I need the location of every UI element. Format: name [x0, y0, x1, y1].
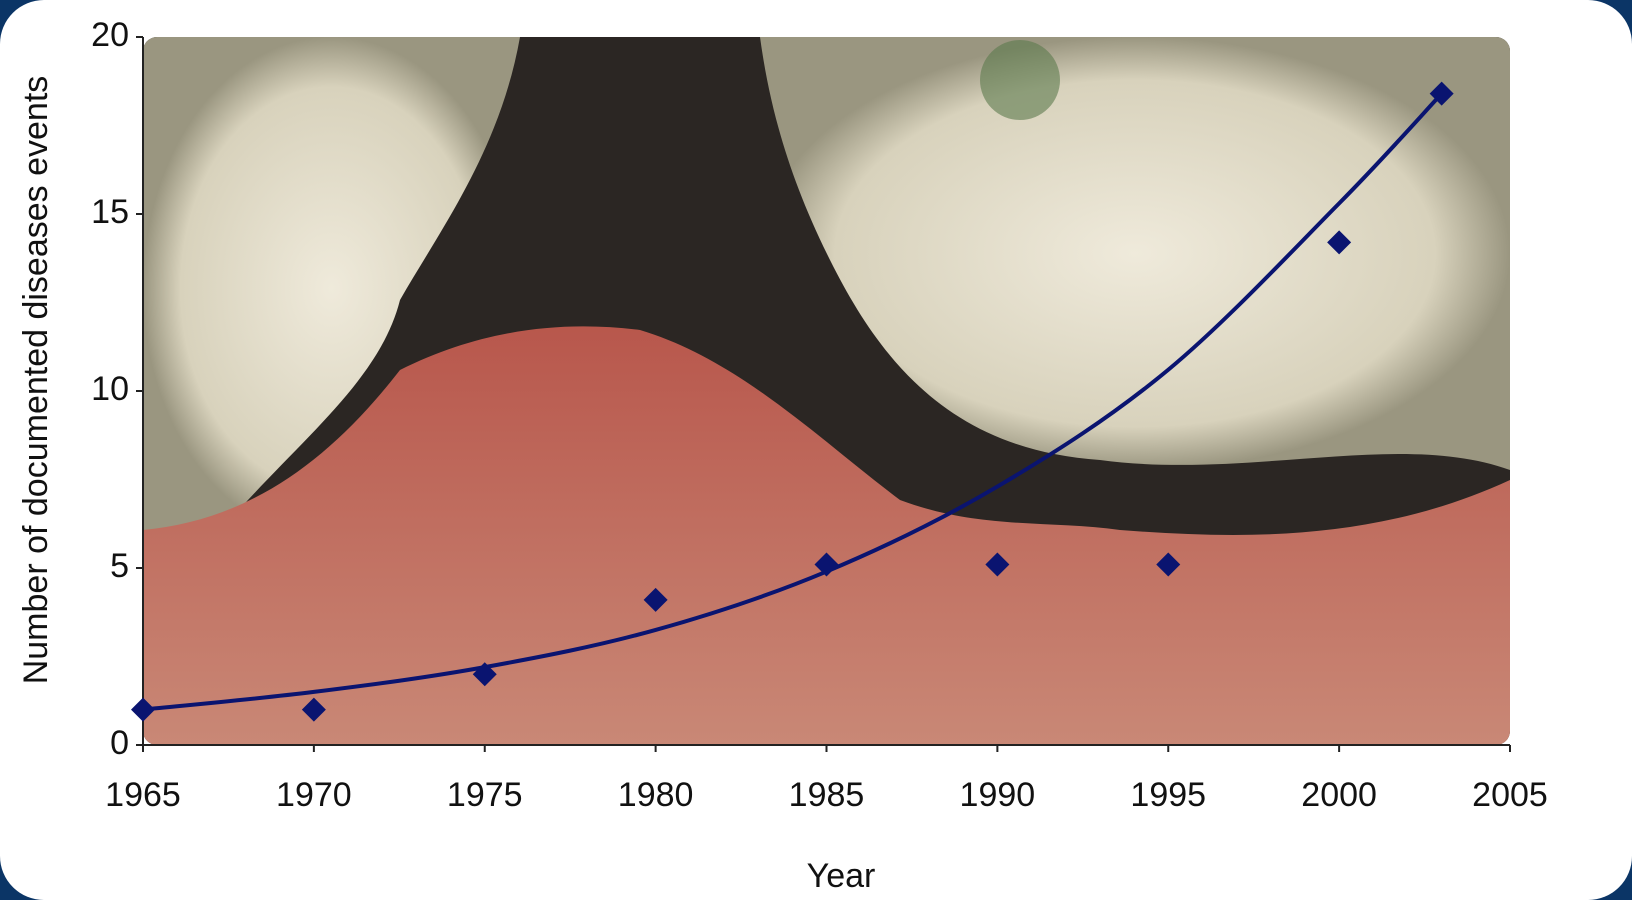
x-axis-title: Year	[807, 857, 876, 895]
x-tick-label: 1970	[276, 776, 352, 814]
page: {"chart_data": {"type": "scatter", "x_la…	[0, 0, 1632, 900]
y-tick-label: 5	[110, 547, 129, 585]
x-tick-label: 1965	[105, 776, 181, 814]
x-tick-label: 1985	[789, 776, 865, 814]
x-tick-label: 1975	[447, 776, 523, 814]
x-tick-label: 1995	[1130, 776, 1206, 814]
y-axis-title: Number of documented diseases events	[17, 76, 55, 685]
y-tick-label: 15	[91, 193, 129, 231]
x-tick-label: 2000	[1301, 776, 1377, 814]
y-tick-label: 20	[91, 16, 129, 54]
background-photo	[143, 37, 1510, 745]
x-tick-label: 1990	[960, 776, 1036, 814]
x-tick-label: 1980	[618, 776, 694, 814]
chart: Year Number of documented diseases event…	[0, 0, 1632, 900]
x-tick-label: 2005	[1472, 776, 1548, 814]
y-tick-label: 10	[91, 370, 129, 408]
y-tick-label: 0	[110, 724, 129, 762]
